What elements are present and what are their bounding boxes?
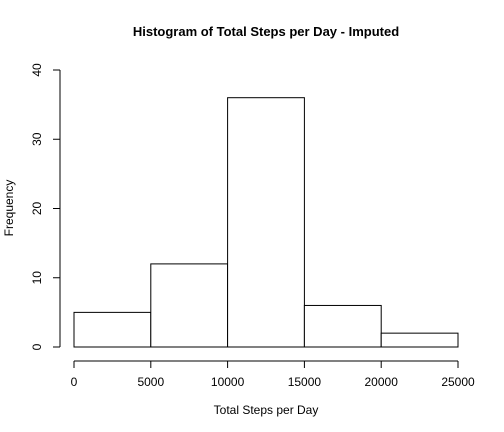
- x-axis: 0 5000 10000 15000 20000 25000: [71, 360, 475, 389]
- y-tick-label: 20: [30, 202, 44, 216]
- x-tick-label: 5000: [137, 375, 164, 389]
- histogram-bar: [73, 311, 152, 348]
- histogram-bar: [303, 304, 382, 348]
- y-tick-label: 10: [30, 271, 44, 285]
- x-axis-label: Total Steps per Day: [214, 403, 319, 417]
- x-tick-label: 20000: [365, 375, 399, 389]
- y-tick-label: 0: [30, 343, 44, 350]
- histogram-bar: [150, 263, 229, 348]
- histogram-bar: [227, 97, 305, 348]
- chart-title: Histogram of Total Steps per Day - Imput…: [133, 24, 399, 39]
- x-tick-label: 15000: [288, 375, 322, 389]
- y-axis: 0 10 20 30 40: [30, 63, 61, 350]
- y-tick-label: 40: [30, 63, 44, 77]
- bars-layer: [73, 97, 459, 348]
- x-tick-label: 0: [71, 375, 78, 389]
- x-tick-label: 10000: [211, 375, 245, 389]
- x-tick-label: 25000: [441, 375, 475, 389]
- histogram-bar: [380, 332, 459, 348]
- y-tick-label: 30: [30, 132, 44, 146]
- y-axis-label: Frequency: [2, 180, 16, 237]
